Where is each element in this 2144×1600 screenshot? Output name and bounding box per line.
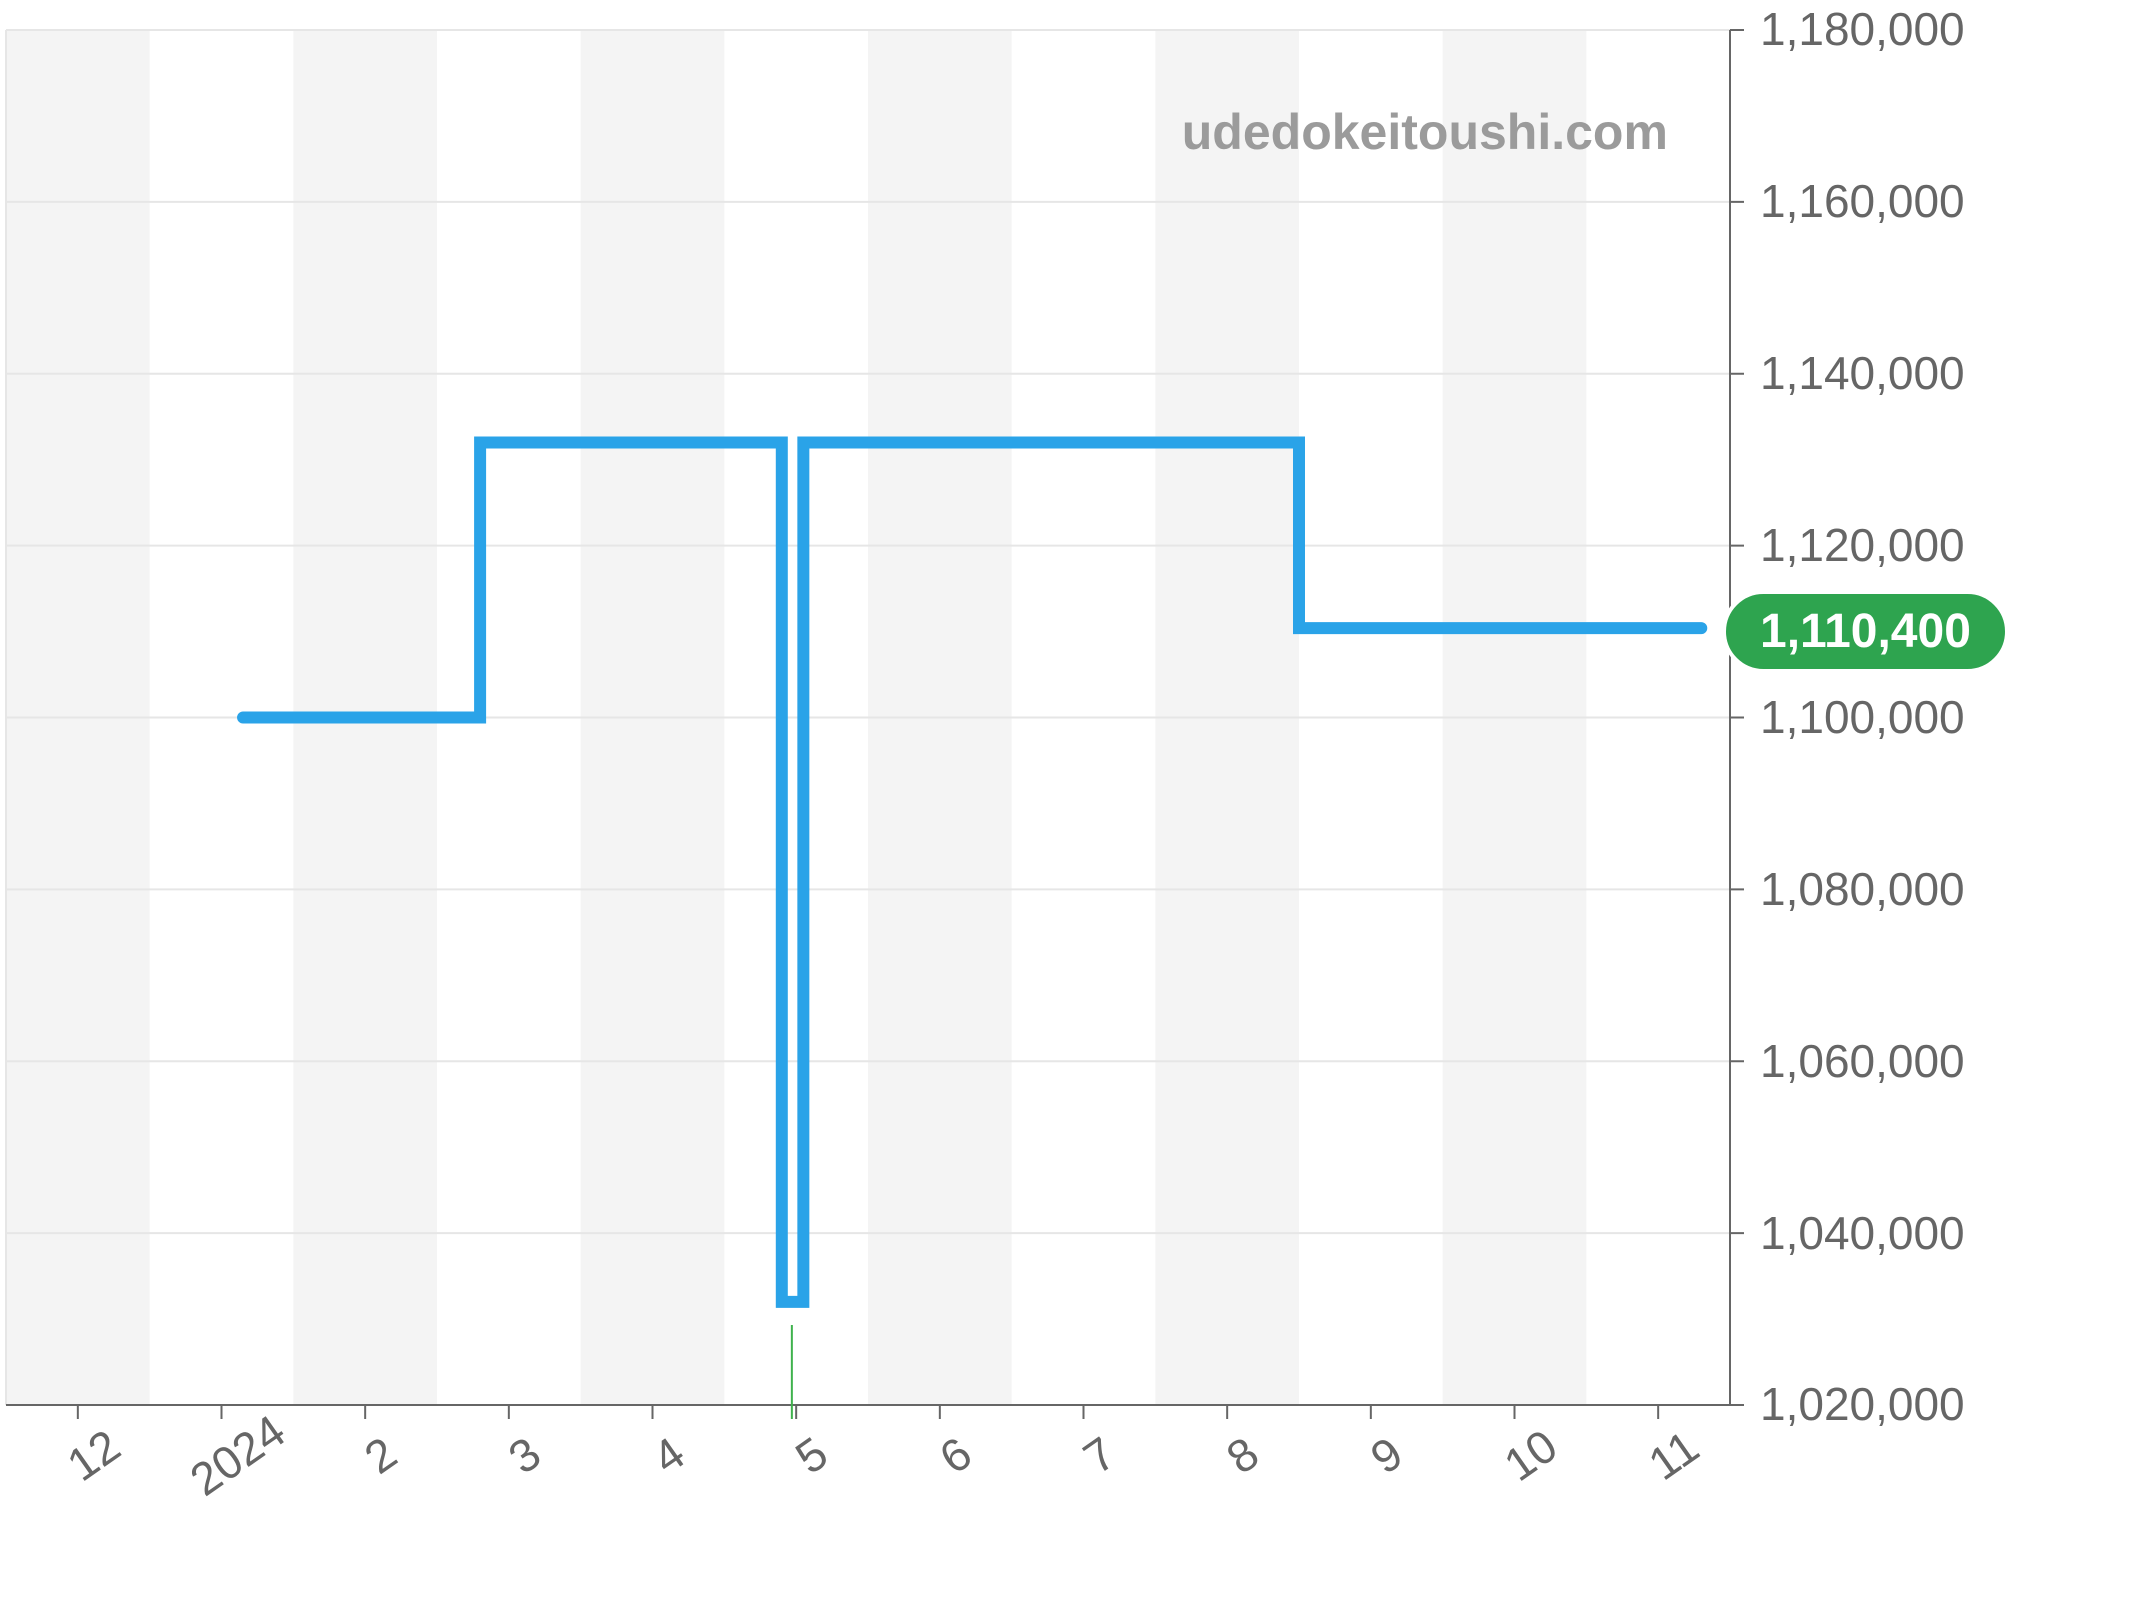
y-tick-label: 1,080,000 bbox=[1760, 862, 1965, 916]
y-tick-label: 1,180,000 bbox=[1760, 2, 1965, 56]
y-tick-label: 1,160,000 bbox=[1760, 174, 1965, 228]
current-value-badge: 1,110,400 bbox=[1722, 590, 2009, 673]
price-chart: 1,020,000 1,040,000 1,060,000 1,080,000 1,10… bbox=[0, 0, 2144, 1600]
y-tick-label: 1,040,000 bbox=[1760, 1206, 1965, 1260]
y-tick-label: 1,060,000 bbox=[1760, 1034, 1965, 1088]
y-tick-label: 1,020,000 bbox=[1760, 1377, 1965, 1431]
y-tick-label: 1,140,000 bbox=[1760, 346, 1965, 400]
y-tick-label: 1,100,000 bbox=[1760, 690, 1965, 744]
y-tick-label: 1,120,000 bbox=[1760, 518, 1965, 572]
chart-svg bbox=[0, 0, 2144, 1600]
